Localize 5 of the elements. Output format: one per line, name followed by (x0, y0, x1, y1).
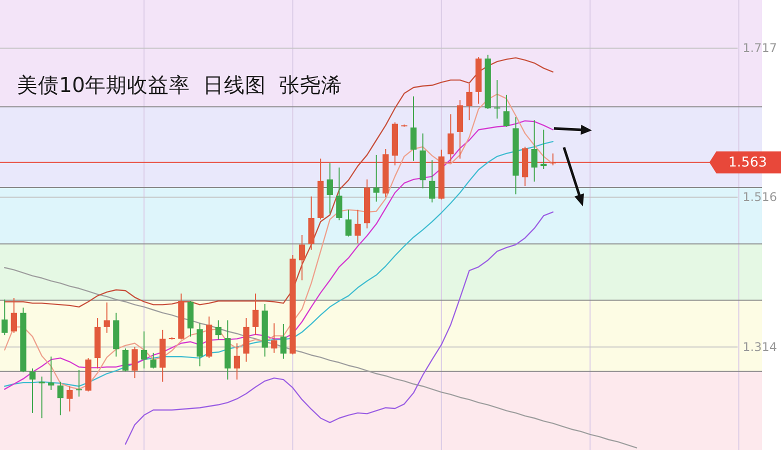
title: 美债10年期收益率 日线图 张尧浠 (17, 73, 342, 97)
ref-line-label: 1.563 (728, 154, 767, 170)
y-tick-label: 1.516 (742, 190, 777, 204)
y-tick-label: 1.717 (742, 41, 777, 56)
y-tick-label: 1.314 (742, 340, 777, 354)
